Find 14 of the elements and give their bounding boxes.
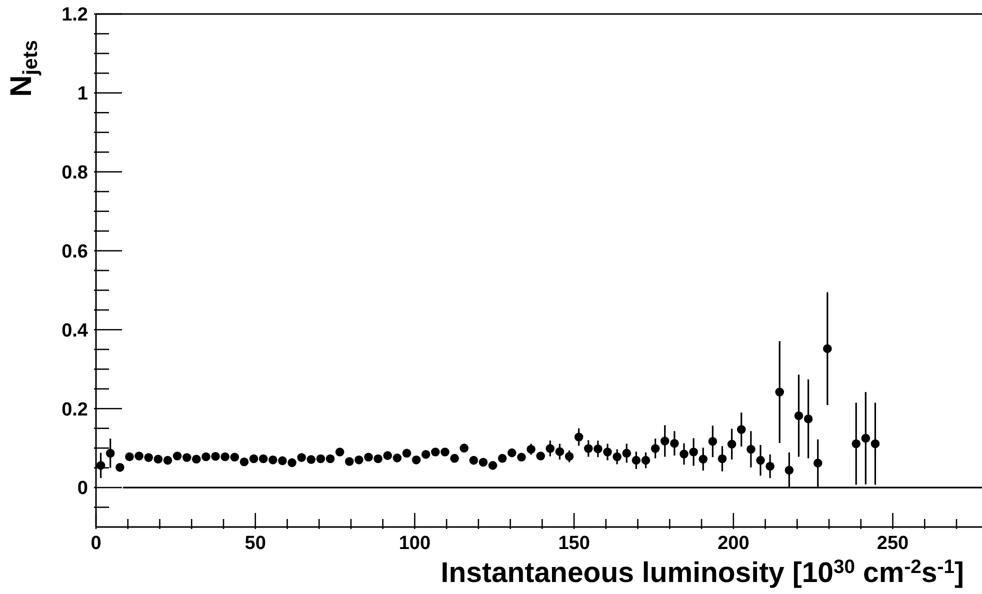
x-tick-label: 200 xyxy=(718,533,750,554)
y-tick-label: 1.2 xyxy=(62,4,88,26)
y-tick-label: 0.2 xyxy=(62,399,88,420)
x-tick-label: 50 xyxy=(244,533,266,554)
x-tick-label: 100 xyxy=(398,533,431,554)
y-tick-label: 0 xyxy=(77,478,88,500)
x-tick-label: 150 xyxy=(558,533,590,554)
y-tick-label: 0.8 xyxy=(62,162,88,184)
y-tick-label: 0.6 xyxy=(62,241,88,262)
x-tick-label: 250 xyxy=(876,533,909,554)
x-axis-title: Instantaneous luminosity [10$^{30}$ cm$^{-2}$s$^{-1}$] xyxy=(440,556,964,589)
y-tick-label: 0.4 xyxy=(62,320,88,342)
y-tick-label: 1 xyxy=(77,84,88,105)
x-tick-label: 0 xyxy=(90,533,102,554)
